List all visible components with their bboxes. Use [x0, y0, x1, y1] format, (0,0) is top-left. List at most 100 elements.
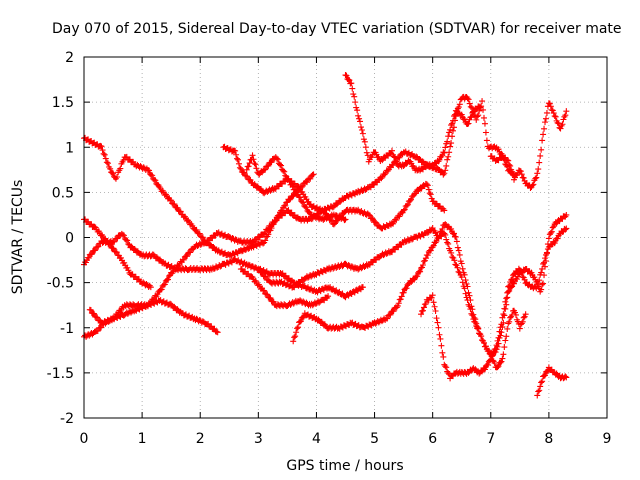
data-point [261, 287, 268, 294]
data-point [446, 129, 453, 136]
data-point [300, 199, 307, 206]
data-point [341, 217, 348, 224]
data-point [297, 194, 304, 201]
data-point [506, 282, 513, 289]
data-point [282, 202, 289, 209]
data-point [540, 260, 547, 267]
data-point [206, 237, 213, 244]
data-point [483, 137, 490, 144]
data-point [543, 368, 550, 375]
data-point [252, 161, 259, 168]
data-point [356, 115, 363, 122]
data-point [443, 236, 450, 243]
data-point [374, 179, 381, 186]
data-point [349, 85, 356, 92]
data-point [265, 162, 272, 169]
data-point [398, 293, 405, 300]
data-point [441, 149, 448, 156]
data-point [119, 231, 126, 238]
data-point [99, 147, 106, 154]
data-point [245, 163, 252, 170]
data-point [391, 154, 398, 161]
data-point [537, 383, 544, 390]
data-point [403, 202, 410, 209]
data-point [149, 172, 156, 179]
data-point [187, 249, 194, 256]
x-tick-label: 6 [428, 431, 437, 447]
series-track-n [534, 364, 570, 399]
data-point [449, 254, 456, 261]
data-point [448, 225, 455, 232]
chart-title: Day 070 of 2015, Sidereal Day-to-day VTE… [52, 21, 622, 37]
data-point [400, 207, 407, 214]
data-point [432, 307, 439, 314]
data-point [447, 126, 454, 133]
data-point [171, 303, 178, 310]
data-point [87, 306, 94, 313]
data-point [396, 213, 403, 220]
data-point [557, 125, 564, 132]
data-point [522, 311, 529, 318]
data-point [435, 324, 442, 331]
data-point [358, 126, 365, 133]
data-point [88, 251, 95, 258]
data-point [310, 171, 317, 178]
data-point [111, 238, 118, 245]
data-point [184, 253, 191, 260]
data-point [549, 107, 556, 114]
data-point [411, 191, 418, 198]
data-point [545, 235, 552, 242]
data-point [107, 165, 114, 172]
data-point [171, 201, 178, 208]
data-point [563, 225, 570, 232]
data-point [236, 164, 243, 171]
data-point [445, 133, 452, 140]
data-point [475, 112, 482, 119]
data-point [161, 281, 168, 288]
data-point [462, 290, 469, 297]
data-point [539, 265, 546, 272]
data-point [502, 337, 509, 344]
data-point [459, 265, 466, 272]
data-point [539, 137, 546, 144]
data-point [267, 295, 274, 302]
data-point [234, 155, 241, 162]
data-point [196, 230, 203, 237]
data-point [371, 181, 378, 188]
data-point [454, 244, 461, 251]
data-point [120, 232, 127, 239]
data-point [397, 296, 404, 303]
data-point [91, 310, 98, 317]
data-point [414, 273, 421, 280]
data-point [164, 276, 171, 283]
data-point [475, 325, 482, 332]
data-point [330, 221, 337, 228]
data-point [473, 320, 480, 327]
data-point [359, 130, 366, 137]
data-point [461, 271, 468, 278]
data-point [438, 342, 445, 349]
y-tick-label: 0 [65, 231, 74, 247]
data-point [445, 240, 452, 247]
data-point [367, 184, 374, 191]
data-point [417, 268, 424, 275]
data-point [541, 125, 548, 132]
data-point [342, 72, 349, 79]
data-point [359, 284, 366, 291]
data-point [466, 292, 473, 299]
y-tick-label: -2 [60, 411, 74, 427]
data-point [540, 131, 547, 138]
data-point [509, 276, 516, 283]
data-point [404, 201, 411, 208]
data-point [479, 98, 486, 105]
data-point [351, 93, 358, 100]
data-point [442, 363, 449, 370]
data-point [518, 171, 525, 178]
data-point [508, 276, 515, 283]
data-point [177, 208, 184, 215]
data-point [92, 247, 99, 254]
data-point [104, 160, 111, 167]
data-point [528, 269, 535, 276]
data-point [538, 286, 545, 293]
